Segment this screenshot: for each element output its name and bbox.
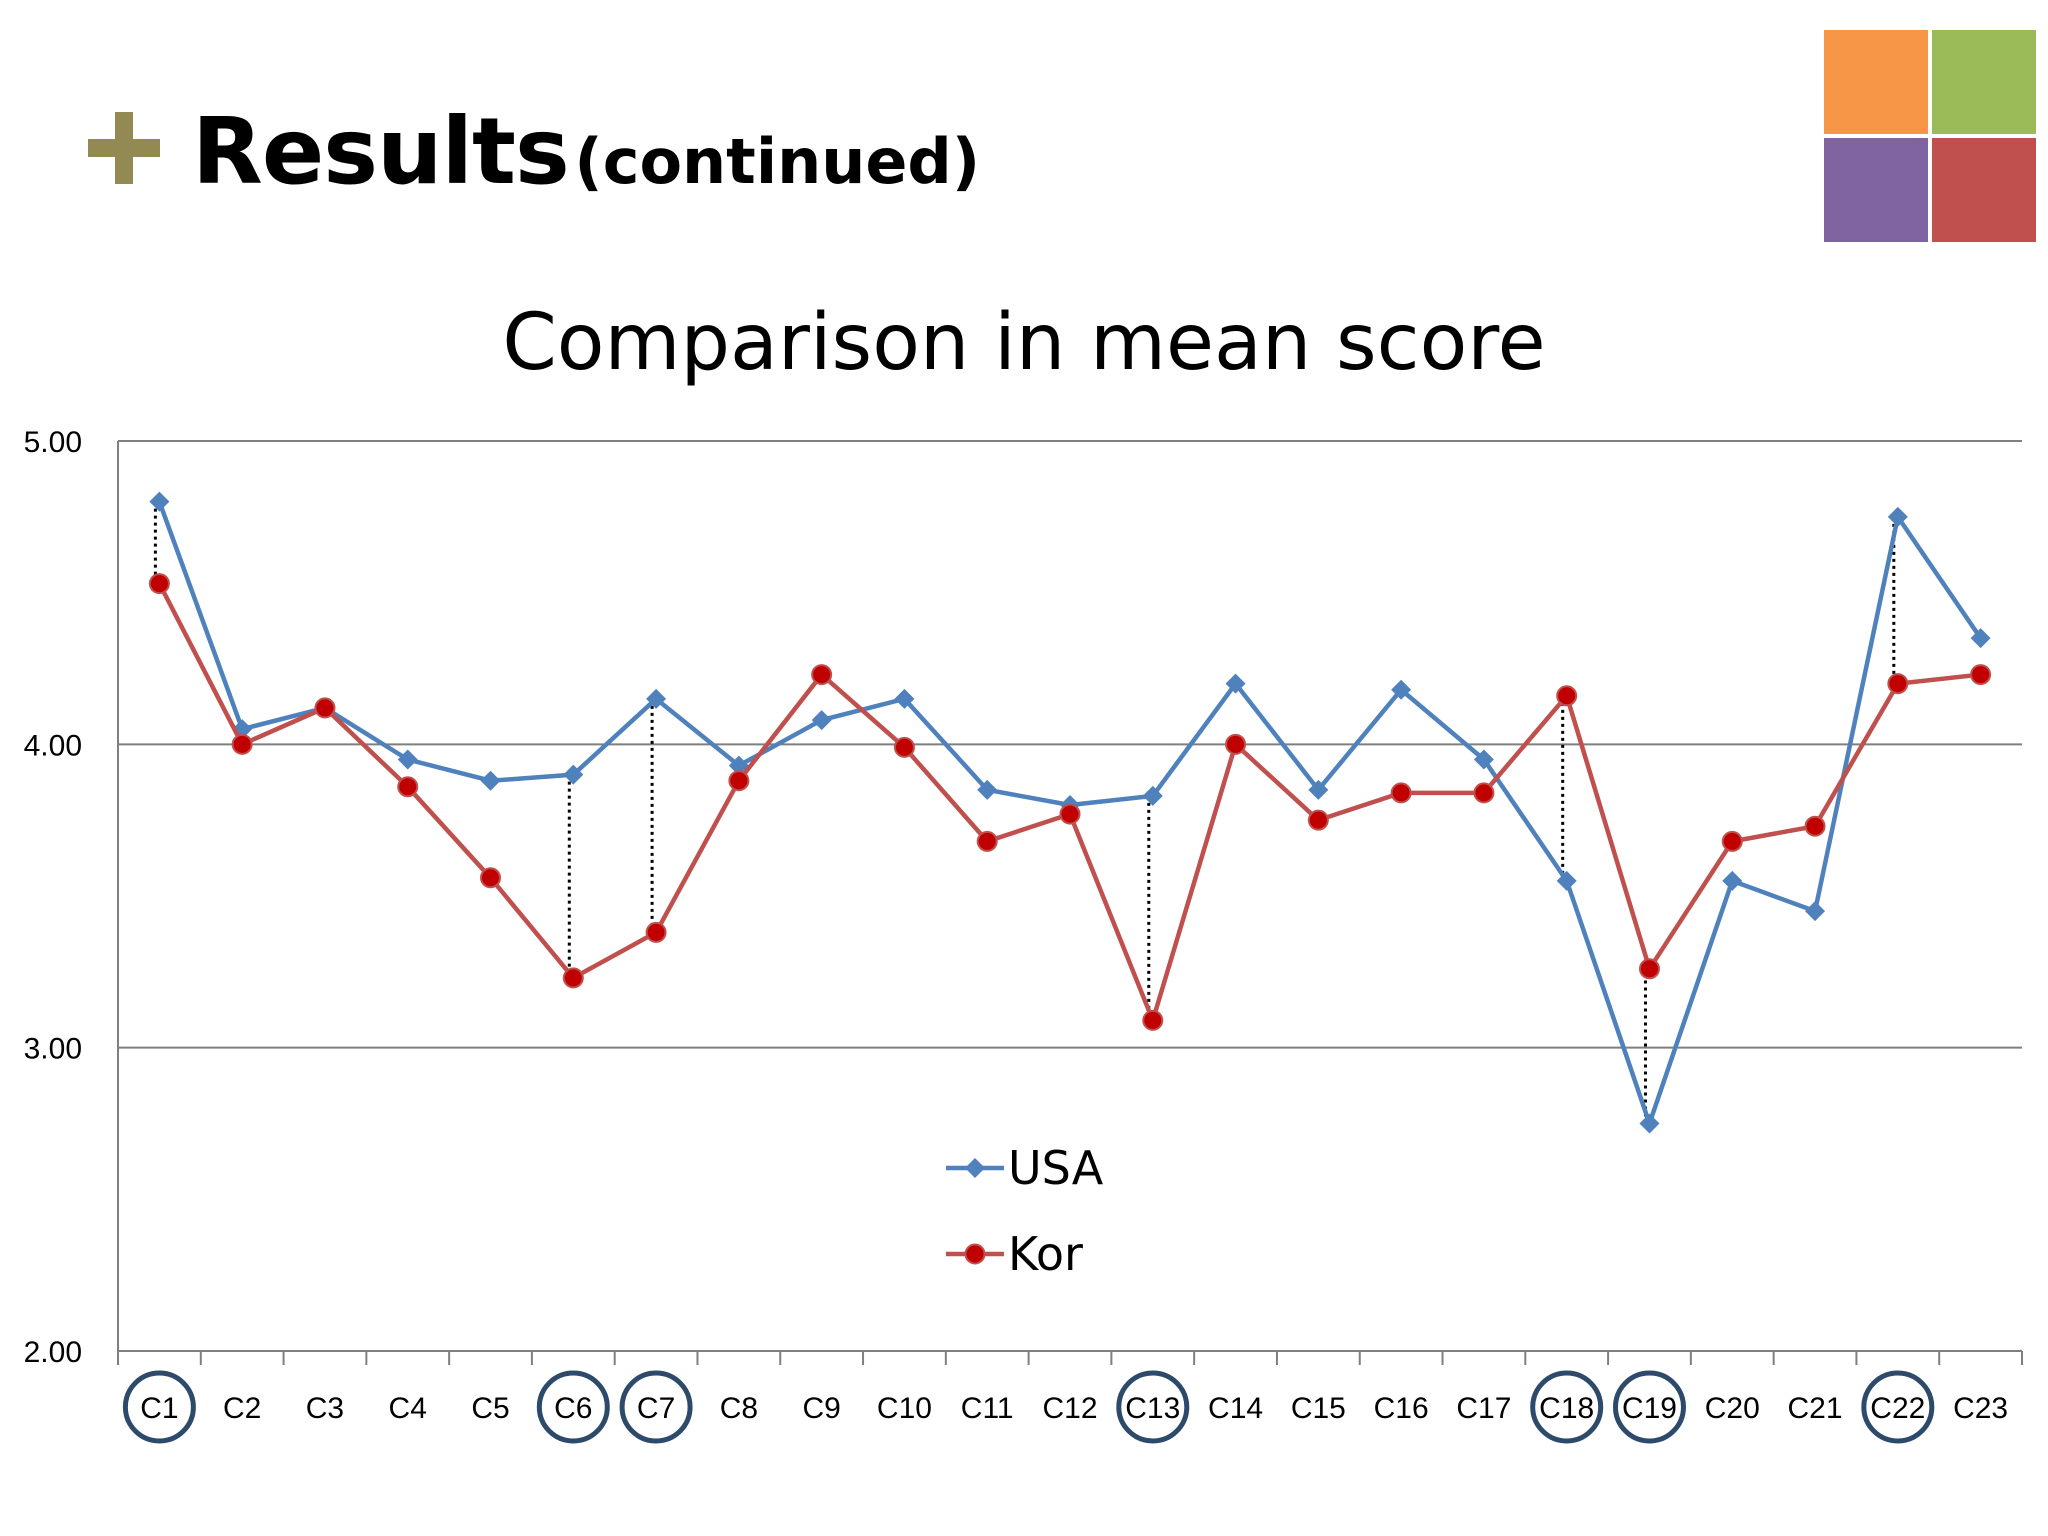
data-point-kor [1804, 815, 1826, 837]
x-tick-label: C10 [877, 1392, 932, 1425]
x-tick-label: C17 [1456, 1392, 1511, 1425]
decor-tile-green [1932, 30, 2036, 134]
data-point-usa [728, 755, 749, 776]
data-point-kor [645, 921, 667, 943]
x-tick-label: C3 [306, 1392, 344, 1425]
x-tick-label: C22 [1870, 1392, 1925, 1425]
x-tick-label: C4 [389, 1392, 427, 1425]
data-point-kor [1721, 830, 1743, 852]
data-point-kor [480, 867, 502, 889]
x-tick-label: C15 [1291, 1392, 1346, 1425]
data-point-usa [1391, 679, 1412, 700]
x-tick-label: C9 [802, 1392, 840, 1425]
data-point-usa [977, 779, 998, 800]
data-point-usa [1556, 870, 1577, 891]
data-point-usa [563, 764, 584, 785]
x-tick-label: C13 [1125, 1392, 1180, 1425]
highlight-circle-c22 [1861, 1370, 1935, 1444]
data-point-kor [1307, 809, 1329, 831]
y-tick-label: 2.00 [24, 1336, 82, 1369]
highlight-circle-c6 [536, 1370, 610, 1444]
highlight-circle-c13 [1116, 1370, 1190, 1444]
x-tick-label: C16 [1374, 1392, 1429, 1425]
legend-label-usa: USA [1008, 1141, 1104, 1195]
x-tick-label: C20 [1705, 1392, 1760, 1425]
y-tick-label: 3.00 [24, 1033, 82, 1066]
data-point-kor [314, 697, 336, 719]
x-tick-label: C11 [961, 1392, 1014, 1425]
plus-icon [88, 112, 160, 184]
data-point-kor [1390, 782, 1412, 804]
data-point-usa [1225, 673, 1246, 694]
legend-marker-kor [964, 1243, 986, 1265]
data-point-usa [811, 710, 832, 731]
data-point-usa [480, 770, 501, 791]
data-point-kor [1225, 733, 1247, 755]
x-tick-label: C18 [1539, 1392, 1594, 1425]
data-point-usa [1142, 785, 1163, 806]
data-point-kor [397, 776, 419, 798]
data-point-usa [1970, 628, 1991, 649]
data-point-kor [976, 830, 998, 852]
x-tick-label: C23 [1953, 1392, 2008, 1425]
legend-marker-usa [965, 1158, 985, 1178]
highlight-circle-c19 [1612, 1370, 1686, 1444]
slide-title-sub: (continued) [574, 125, 981, 198]
x-tick-label: C12 [1042, 1392, 1097, 1425]
data-point-kor [1970, 664, 1992, 686]
data-point-kor [1638, 958, 1660, 980]
legend-label-kor: Kor [1008, 1227, 1083, 1281]
data-point-usa [894, 688, 915, 709]
data-point-usa [1887, 506, 1908, 527]
y-tick-label: 4.00 [24, 729, 82, 762]
x-tick-label: C6 [554, 1392, 592, 1425]
highlight-circle-c18 [1530, 1370, 1604, 1444]
decor-tile-orange [1824, 30, 1928, 134]
x-tick-label: C8 [720, 1392, 758, 1425]
x-tick-label: C21 [1788, 1392, 1843, 1425]
data-point-usa [397, 749, 418, 770]
x-tick-label: C5 [471, 1392, 509, 1425]
data-point-kor [1142, 1009, 1164, 1031]
x-tick-label: C2 [223, 1392, 261, 1425]
data-point-usa [1639, 1113, 1660, 1134]
y-tick-label: 5.00 [24, 426, 82, 459]
data-point-usa [1722, 870, 1743, 891]
data-point-usa [646, 688, 667, 709]
x-tick-label: C19 [1622, 1392, 1677, 1425]
data-point-kor [1059, 803, 1081, 825]
data-point-kor [231, 733, 253, 755]
data-point-kor [1556, 685, 1578, 707]
x-tick-label: C1 [140, 1392, 178, 1425]
decor-tile-red [1932, 138, 2036, 242]
data-point-kor [728, 770, 750, 792]
data-point-usa [149, 491, 170, 512]
data-point-usa [1805, 901, 1826, 922]
x-tick-label: C7 [637, 1392, 675, 1425]
decor-tile-purple [1824, 138, 1928, 242]
slide-title-main: Results [192, 98, 570, 205]
data-point-kor [893, 736, 915, 758]
data-point-kor [562, 967, 584, 989]
data-point-usa [1308, 779, 1329, 800]
highlight-circle-c1 [122, 1370, 196, 1444]
data-point-usa [1473, 749, 1494, 770]
data-point-kor [1473, 782, 1495, 804]
highlight-circle-c7 [619, 1370, 693, 1444]
data-point-kor [811, 664, 833, 686]
chart-title: Comparison in mean score [502, 298, 1546, 388]
x-tick-label: C14 [1208, 1392, 1263, 1425]
slide-title: Results (continued) [192, 98, 980, 205]
data-point-kor [1887, 673, 1909, 695]
data-point-kor [148, 573, 170, 595]
